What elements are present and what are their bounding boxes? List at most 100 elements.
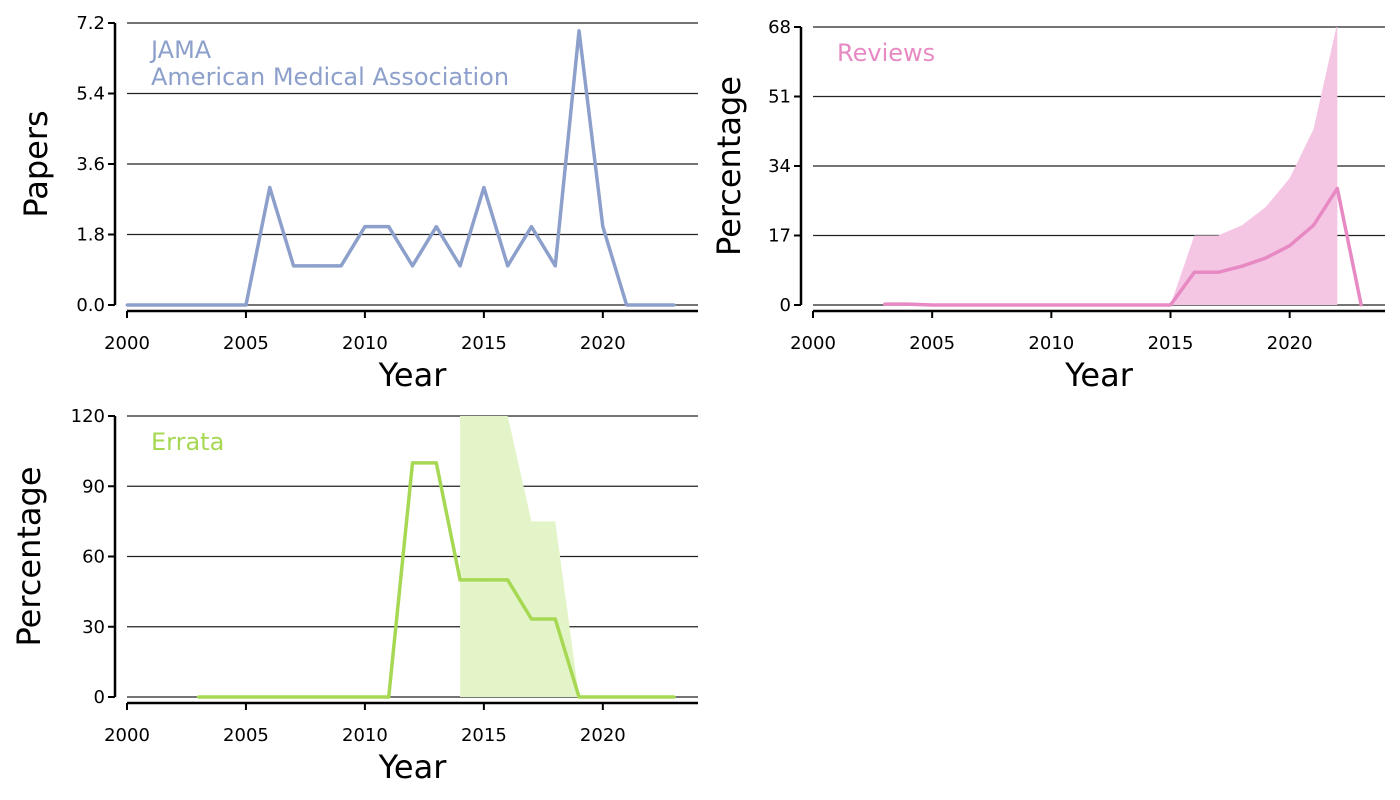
reviews-x-tick-label: 2010 [1028, 333, 1074, 354]
errata-series-line [198, 461, 675, 699]
jama-x-tick-label: 2020 [580, 333, 626, 354]
panel-errata: 0 30 60 90 120 2000 2005 2010 2015 2020 Year Percen… [10, 406, 698, 786]
errata-data-point [339, 695, 343, 699]
errata-data-point [625, 695, 629, 699]
errata-y-tick-label: 120 [71, 406, 105, 427]
errata-y-tick-label: 30 [82, 617, 105, 638]
reviews-data-point [1097, 303, 1101, 307]
errata-x-tick-label: 2010 [342, 725, 388, 746]
jama-y-tick-label: 0.0 [76, 295, 105, 316]
errata-x-tick-label: 2005 [223, 725, 269, 746]
reviews-x-tick-label: 2020 [1267, 333, 1313, 354]
jama-x-tick-label: 2005 [223, 333, 269, 354]
reviews-y-tick-label: 51 [768, 87, 791, 108]
jama-data-point [387, 225, 391, 229]
jama-data-point [196, 303, 200, 307]
reviews-x-tick-label: 2000 [790, 333, 836, 354]
jama-x-tick-label: 2000 [104, 333, 150, 354]
reviews-data-point [1145, 303, 1149, 307]
errata-data-point [315, 695, 319, 699]
reviews-data-point [1264, 256, 1268, 260]
jama-panel-label: American Medical Association [151, 63, 509, 91]
jama-data-point [506, 264, 510, 268]
jama-x-tick-label: 2015 [461, 333, 507, 354]
jama-data-point [173, 303, 177, 307]
jama-x-axis-title: Year [378, 356, 448, 394]
reviews-data-point [883, 302, 886, 306]
errata-data-point [220, 695, 224, 699]
jama-data-point [672, 303, 676, 307]
errata-data-point [244, 695, 248, 699]
jama-data-point [292, 264, 296, 268]
jama-data-point [601, 225, 605, 229]
errata-panel-label: Errata [151, 428, 224, 456]
jama-series-line [127, 29, 675, 307]
reviews-y-tick-label: 17 [768, 226, 791, 247]
errata-x-axis-title: Year [378, 748, 448, 786]
errata-x-tick-label: 2015 [461, 725, 507, 746]
reviews-y-axis-title: Percentage [710, 76, 748, 256]
jama-data-point [625, 303, 629, 307]
errata-data-point [601, 695, 605, 699]
reviews-y-tick-label: 34 [768, 156, 791, 177]
reviews-data-point [1192, 270, 1196, 274]
jama-data-point [411, 264, 414, 268]
errata-data-point [196, 695, 200, 699]
errata-x-tick-label: 2020 [580, 725, 626, 746]
errata-data-point [553, 617, 557, 621]
errata-y-axis-title: Percentage [10, 466, 48, 646]
jama-data-point [339, 264, 343, 268]
jama-x-tick-label: 2010 [342, 333, 388, 354]
jama-data-point [244, 303, 248, 307]
jama-data-point [220, 303, 224, 307]
jama-data-point [363, 225, 367, 229]
panel-reviews: 0 17 34 51 68 2000 2005 2010 2015 2020 Year Percent… [710, 17, 1385, 394]
jama-data-point [553, 264, 557, 268]
errata-data-point [411, 461, 414, 465]
errata-data-point [458, 578, 462, 582]
jama-data-point [434, 225, 438, 229]
reviews-x-tick-label: 2015 [1148, 333, 1194, 354]
reviews-panel-label: Reviews [837, 39, 935, 67]
jama-data-point [648, 303, 652, 307]
jama-data-point [149, 303, 153, 307]
reviews-data-point [1312, 223, 1315, 227]
reviews-y-tick-label: 68 [768, 17, 791, 38]
jama-data-point [268, 186, 272, 189]
errata-data-point [648, 695, 652, 699]
jama-data-point [529, 225, 533, 229]
errata-data-point [506, 578, 510, 582]
jama-data-point [458, 264, 462, 268]
errata-data-point [434, 461, 438, 465]
reviews-data-point [1049, 303, 1053, 307]
reviews-data-point [1026, 303, 1029, 307]
reviews-data-point [1121, 303, 1125, 307]
reviews-data-point [1240, 264, 1244, 268]
errata-data-point [577, 695, 581, 699]
reviews-data-point [930, 303, 934, 307]
reviews-data-point [906, 302, 910, 306]
errata-y-tick-label: 0 [94, 687, 105, 708]
jama-data-point [315, 264, 319, 268]
errata-confidence-band [460, 416, 580, 697]
reviews-data-point [978, 303, 982, 307]
reviews-data-point [1002, 303, 1006, 307]
jama-y-tick-label: 3.6 [76, 154, 105, 175]
reviews-y-tick-label: 0 [780, 295, 791, 316]
jama-y-tick-label: 5.4 [76, 84, 105, 105]
errata-data-point [672, 695, 676, 699]
reviews-data-point [1169, 303, 1172, 307]
errata-data-point [268, 695, 272, 699]
reviews-data-point [1216, 270, 1220, 274]
reviews-x-axis-title: Year [1064, 356, 1134, 394]
errata-data-point [387, 695, 391, 699]
reviews-data-point [1288, 244, 1292, 248]
jama-data-point [577, 29, 581, 33]
errata-data-point [363, 695, 367, 699]
errata-data-point [482, 578, 486, 582]
errata-data-point [292, 695, 296, 699]
errata-x-tick-label: 2000 [104, 725, 150, 746]
reviews-data-point [1073, 303, 1077, 307]
reviews-x-tick-label: 2005 [909, 333, 955, 354]
